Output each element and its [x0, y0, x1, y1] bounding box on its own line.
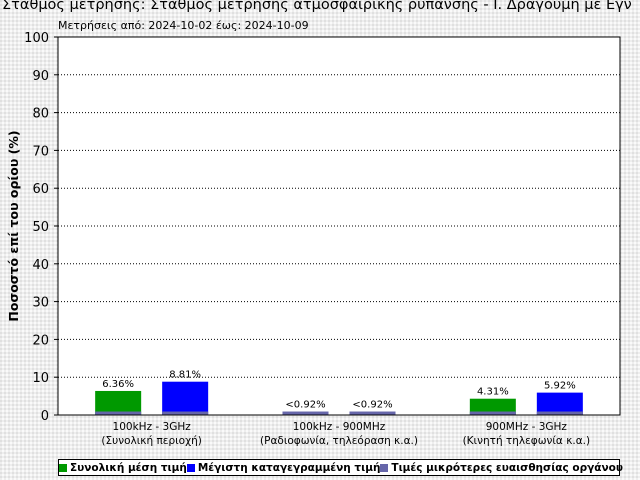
y-tick-label: 0	[41, 409, 49, 424]
legend-label-sensitivity: Τιμές μικρότερες ευαισθησίας οργάνου	[391, 461, 623, 474]
legend: Συνολική μέση τιμή Μέγιστη καταγεγραμμέν…	[58, 459, 623, 476]
legend-swatch-green	[59, 463, 67, 472]
bar-maximum	[162, 381, 209, 415]
x-tick-label: 900MHz - 3GHz	[486, 421, 568, 433]
x-tick-sublabel: (Συνολική περιοχή)	[101, 435, 202, 447]
legend-item-average: Συνολική μέση τιμή	[59, 462, 187, 474]
gridlines	[58, 74, 620, 378]
bar-chart: 0 10 20 30 40 50 60 70 80 90 100 6.36% 8.81% <0.92% <…	[6, 31, 621, 447]
y-axis-label: Ποσοστό επί του ορίου (%)	[6, 130, 21, 321]
y-tick-label: 30	[32, 296, 49, 311]
bar-average	[95, 390, 142, 415]
y-tick-label: 40	[32, 258, 49, 273]
y-tick-label: 60	[32, 182, 49, 197]
bar-average	[469, 398, 516, 415]
data-label: 5.92%	[544, 381, 576, 392]
y-axis: 0 10 20 30 40 50 60 70 80 90 100	[24, 31, 58, 424]
y-tick-label: 50	[32, 220, 49, 235]
y-tick-label: 70	[32, 144, 49, 159]
bar-sensitivity	[95, 411, 142, 415]
y-tick-label: 10	[32, 371, 49, 386]
y-tick-label: 20	[32, 333, 49, 348]
legend-swatch-blue	[186, 463, 195, 472]
y-tick-label: 90	[32, 69, 49, 84]
data-label: <0.92%	[352, 400, 392, 411]
y-tick-label: 100	[24, 31, 49, 46]
data-label: 8.81%	[169, 370, 201, 381]
bar-sensitivity	[162, 411, 209, 415]
data-label: 4.31%	[477, 387, 509, 398]
bar-maximum	[536, 392, 583, 415]
x-axis: 100kHz - 3GHz (Συνολική περιοχή) 100kHz - …	[58, 414, 620, 447]
bars: 6.36% 8.81% <0.92% <0.92% 4.31% 5.92%	[95, 370, 583, 415]
legend-label-average: Συνολική μέση τιμή	[70, 461, 187, 474]
legend-item-sensitivity: Τιμές μικρότερες ευαισθησίας οργάνου	[380, 462, 623, 474]
bar-sensitivity	[349, 411, 396, 415]
chart-title: Σταθμός μέτρησης: Σταθμός μέτρησης ατμοσ…	[2, 0, 632, 13]
bar-sensitivity	[536, 411, 583, 415]
bar-sensitivity	[469, 411, 516, 415]
bar-sensitivity	[282, 411, 329, 415]
chart-subtitle: Μετρήσεις από: 2024-10-02 έως: 2024-10-0…	[58, 19, 309, 32]
x-tick-label: 100kHz - 3GHz	[113, 421, 192, 433]
x-tick-sublabel: (Ραδιοφωνία, τηλεόραση κ.α.)	[260, 435, 418, 447]
y-tick-label: 80	[32, 107, 49, 122]
data-label: 6.36%	[102, 379, 134, 390]
legend-swatch-slate	[380, 463, 389, 472]
x-tick-sublabel: (Κινητή τηλεφωνία κ.α.)	[463, 435, 591, 447]
data-label: <0.92%	[285, 400, 325, 411]
x-tick-label: 100kHz - 900MHz	[293, 421, 386, 433]
legend-item-maximum: Μέγιστη καταγεγραμμένη τιμή	[186, 461, 381, 474]
legend-label-maximum: Μέγιστη καταγεγραμμένη τιμή	[197, 461, 381, 474]
